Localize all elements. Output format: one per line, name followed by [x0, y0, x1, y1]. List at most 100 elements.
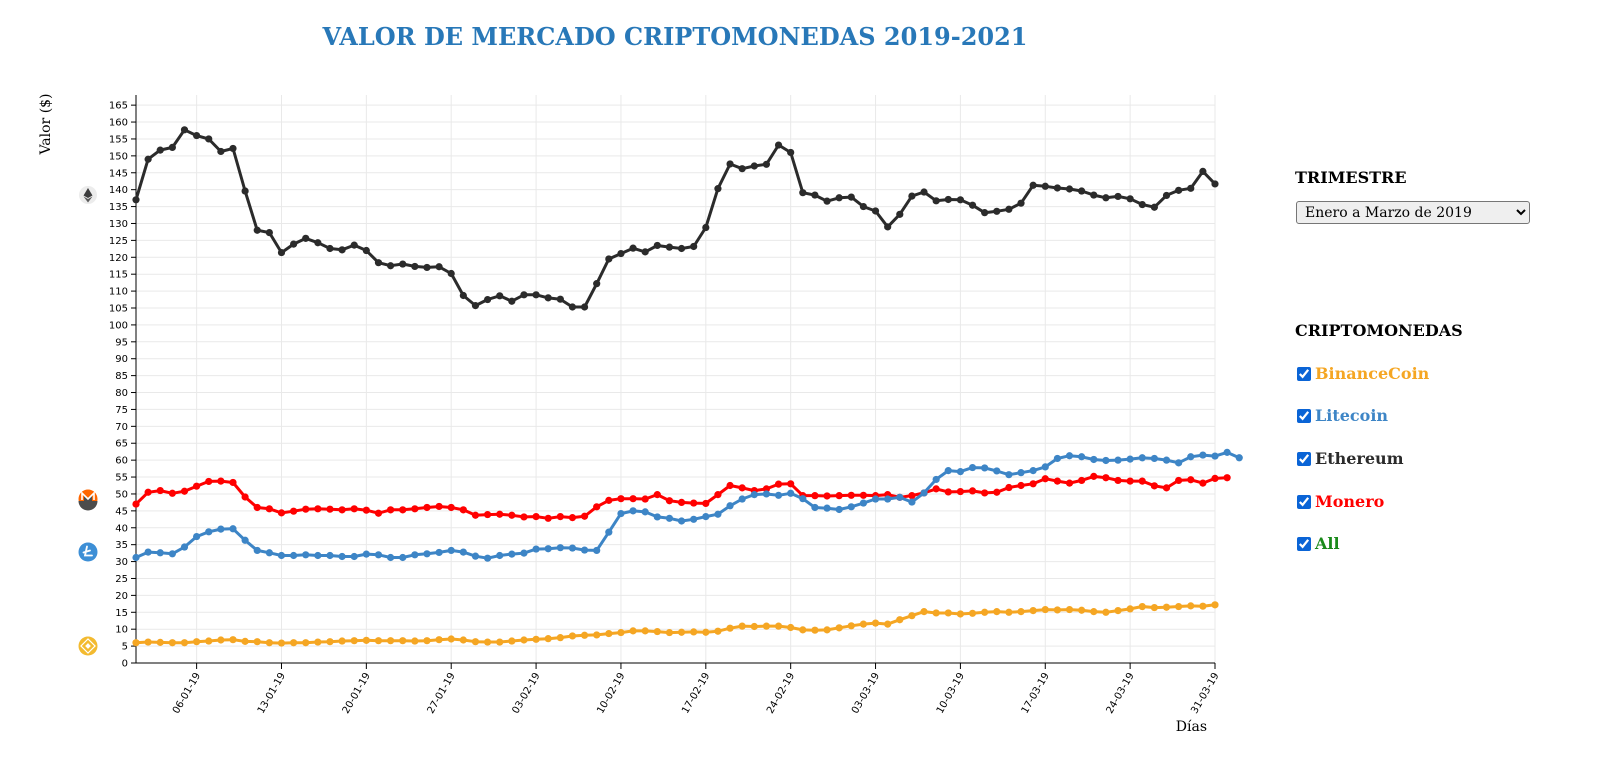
y-tick-label: 85: [115, 371, 128, 382]
litecoin-checkbox[interactable]: [1297, 408, 1311, 423]
y-tick-label: 110: [109, 287, 128, 298]
data-point: [1126, 477, 1134, 485]
data-point: [580, 631, 589, 639]
data-point: [1211, 180, 1219, 188]
data-point: [1114, 606, 1122, 615]
y-tick-label: 105: [109, 304, 128, 315]
data-point: [932, 475, 940, 484]
coin-option-litecoin[interactable]: Litecoin: [1297, 406, 1388, 425]
monero-checkbox[interactable]: [1297, 494, 1311, 509]
data-point: [665, 243, 674, 251]
y-tick-label: 120: [109, 253, 128, 264]
data-point: [702, 628, 710, 636]
data-point: [1017, 199, 1025, 207]
y-tick-label: 20: [115, 591, 128, 602]
binancecoin-label[interactable]: BinanceCoin: [1315, 364, 1430, 383]
data-point: [302, 505, 310, 513]
data-point: [799, 189, 807, 197]
series-line: [135, 450, 1240, 560]
data-point: [593, 546, 601, 555]
data-point: [835, 492, 843, 500]
quarter-select[interactable]: Enero a Marzo de 2019: [1296, 201, 1530, 224]
coin-option-all[interactable]: All: [1297, 534, 1340, 553]
y-tick-label: 75: [115, 405, 128, 416]
data-point: [908, 498, 916, 506]
data-point: [1187, 476, 1195, 484]
all-label[interactable]: All: [1315, 534, 1340, 553]
data-point: [532, 545, 540, 553]
data-point: [217, 636, 225, 644]
ethereum-checkbox[interactable]: [1297, 451, 1311, 466]
data-point: [629, 244, 637, 252]
binancecoin-checkbox[interactable]: [1297, 366, 1311, 381]
data-point: [993, 608, 1001, 616]
x-tick-label: 24-02-19: [765, 671, 797, 716]
data-point: [884, 223, 892, 231]
coin-option-ethereum[interactable]: Ethereum: [1297, 449, 1404, 468]
data-point: [1090, 191, 1098, 199]
data-point: [944, 467, 952, 475]
y-axis-label: Valor ($): [38, 93, 54, 155]
data-point: [1102, 608, 1110, 616]
data-point: [714, 491, 722, 499]
data-point: [677, 498, 686, 507]
data-point: [144, 155, 152, 163]
data-point: [1126, 195, 1134, 203]
data-point: [1114, 456, 1122, 464]
data-point: [132, 196, 140, 204]
data-point: [338, 246, 346, 254]
data-point: [762, 622, 771, 630]
data-point: [144, 488, 152, 496]
data-point: [180, 543, 189, 551]
data-point: [1138, 454, 1146, 462]
data-point: [156, 638, 164, 646]
data-point: [787, 623, 795, 632]
data-point: [1017, 481, 1025, 490]
data-point: [338, 552, 346, 561]
data-point: [205, 135, 213, 143]
data-point: [132, 500, 140, 508]
data-point: [556, 513, 564, 521]
data-point: [714, 627, 722, 635]
data-point: [435, 636, 443, 644]
data-point: [241, 637, 249, 645]
data-point: [665, 628, 674, 637]
data-point: [714, 185, 722, 193]
y-tick-label: 115: [109, 270, 128, 281]
all-checkbox[interactable]: [1297, 536, 1311, 551]
data-point: [956, 468, 965, 476]
data-point: [229, 144, 237, 153]
data-point: [1150, 603, 1158, 612]
coin-option-binancecoin[interactable]: BinanceCoin: [1297, 364, 1429, 383]
data-point: [338, 637, 346, 645]
data-point: [1078, 187, 1086, 195]
data-point: [1126, 455, 1134, 463]
x-tick-label: 20-01-19: [341, 671, 373, 716]
ethereum-label[interactable]: Ethereum: [1315, 449, 1404, 468]
x-tick-label: 31-03-19: [1189, 671, 1221, 716]
data-point: [738, 484, 746, 492]
data-point: [1065, 605, 1074, 614]
data-point: [774, 622, 783, 630]
data-point: [641, 508, 649, 516]
data-point: [811, 191, 819, 199]
data-point: [750, 622, 758, 631]
data-point: [617, 628, 625, 637]
monero-label[interactable]: Monero: [1315, 492, 1385, 511]
data-point: [374, 637, 383, 645]
data-point: [750, 491, 758, 499]
data-point: [738, 622, 746, 630]
data-point: [932, 197, 940, 205]
data-point: [653, 627, 661, 636]
data-point: [483, 638, 492, 646]
coin-option-monero[interactable]: Monero: [1297, 492, 1384, 511]
data-point: [350, 505, 358, 513]
litecoin-label[interactable]: Litecoin: [1315, 406, 1389, 425]
data-point: [629, 495, 637, 503]
data-point: [1029, 181, 1037, 189]
data-point: [968, 487, 977, 495]
data-point: [1041, 475, 1049, 483]
ethereum-icon: [79, 186, 97, 204]
data-point: [823, 504, 831, 512]
data-point: [1199, 451, 1207, 459]
